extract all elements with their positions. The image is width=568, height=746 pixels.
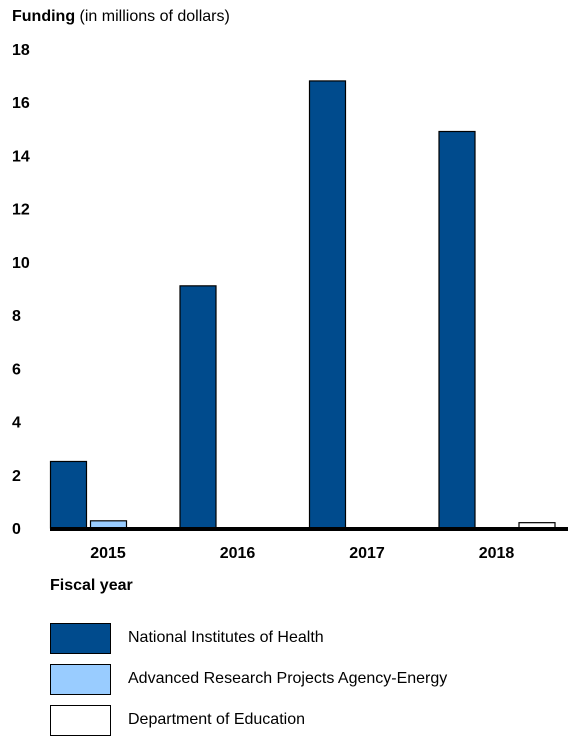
legend-swatch-nih (50, 623, 111, 654)
x-tick-label: 2018 (479, 545, 515, 562)
bar-arpa-e-2015 (89, 520, 128, 529)
legend-label-arpa-e: Advanced Research Projects Agency-Energy (128, 670, 448, 687)
y-tick-label: 10 (12, 255, 30, 272)
x-tick-label: 2017 (349, 545, 385, 562)
y-tick-label: 12 (12, 202, 30, 219)
y-tick-label: 2 (12, 468, 21, 485)
y-axis-title-units: (in millions of dollars) (79, 8, 230, 25)
x-tick-label: 2016 (220, 545, 256, 562)
legend-swatch-arpa-e (50, 664, 111, 695)
y-axis-title-bold: Funding (12, 8, 76, 25)
legend-swatch-education (50, 705, 111, 736)
bar-nih-2016 (179, 285, 217, 529)
bar-nih-2015 (49, 460, 88, 529)
bar-chart: 0 2 4 6 8 10 12 14 16 18 2015 2016 2017 2018 (12, 42, 568, 562)
y-tick-label: 0 (12, 521, 21, 538)
y-axis-title: Funding (in millions of dollars) (12, 8, 230, 26)
y-tick-label: 6 (12, 361, 21, 378)
bar-nih-2017 (308, 80, 347, 529)
y-tick-label: 14 (12, 148, 30, 165)
legend-label-education: Department of Education (128, 711, 305, 728)
bar-nih-2018 (438, 130, 476, 529)
y-tick-label: 16 (12, 95, 30, 112)
x-tick-label: 2015 (90, 545, 126, 562)
legend-label-nih: National Institutes of Health (128, 629, 324, 646)
y-tick-label: 8 (12, 308, 21, 325)
y-tick-label: 18 (12, 42, 30, 59)
y-tick-label: 4 (12, 415, 21, 432)
x-axis-title: Fiscal year (50, 577, 133, 594)
